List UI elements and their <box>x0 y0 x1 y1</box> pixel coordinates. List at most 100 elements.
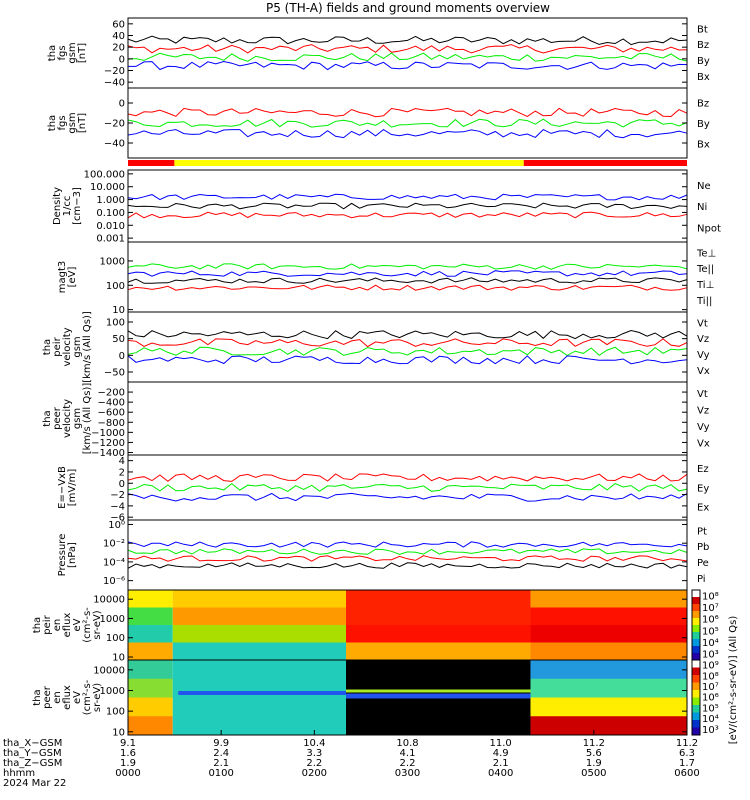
colorbar-tick-label: 10⁵ <box>702 626 719 637</box>
series-line-pi <box>127 541 688 548</box>
colorbar-tick-label: 10⁷ <box>702 603 719 614</box>
spectrogram-cell <box>346 607 531 626</box>
y-tick-label: −20 <box>104 66 125 77</box>
spectrogram-cell <box>128 716 173 736</box>
spectrogram-cell <box>172 697 347 717</box>
y-tick-label: 1000 <box>100 686 125 697</box>
y-axis-label: [nT] <box>77 113 88 133</box>
mode-bar-segment <box>174 160 524 166</box>
panel-frame <box>127 241 688 313</box>
spectrogram-cell <box>530 625 687 643</box>
series-line-te|| <box>127 277 688 284</box>
colorbar-cell <box>692 604 700 612</box>
y-tick-label: −800 <box>98 418 125 429</box>
y-tick-label: 0 <box>119 99 125 110</box>
x-axis-value: 0300 <box>395 768 420 779</box>
series-line-vy <box>127 346 688 356</box>
legend-pi: Pi <box>697 574 706 585</box>
y-tick-label: 100 <box>106 707 125 718</box>
y-axis-label: sr-eV) <box>92 610 103 639</box>
spectrogram-cell <box>172 716 347 736</box>
series-line-bx <box>128 60 688 71</box>
panel-frame <box>127 17 688 89</box>
x-axis-value: 4.1 <box>400 748 416 759</box>
x-axis-value: 0100 <box>208 768 233 779</box>
spectrogram-cell <box>128 697 173 717</box>
x-axis-row-label: tha_Z−GSM <box>3 758 62 769</box>
series-line-ni <box>127 202 688 210</box>
colorbar-cell <box>692 618 700 626</box>
spectrogram-cell <box>128 678 173 698</box>
x-axis-value: 11.2 <box>676 738 698 749</box>
x-axis-value: 1.9 <box>586 758 602 769</box>
y-axis-label: eflux <box>62 613 73 638</box>
y-tick-label: 10⁻⁶ <box>103 576 125 587</box>
spectrogram-cell <box>128 590 173 608</box>
legend-npot: Npot <box>697 223 721 234</box>
legend-vx: Vx <box>697 439 710 450</box>
y-axis-label: gsm <box>67 112 78 133</box>
y-tick-label: 60 <box>112 19 125 30</box>
x-axis-value: 0400 <box>488 768 513 779</box>
x-axis-value: 2.2 <box>306 758 322 769</box>
spectrogram-cell <box>172 590 347 608</box>
colorbar-cell <box>692 697 700 706</box>
spectrogram-cell <box>530 678 687 698</box>
y-tick-label: 0.010 <box>96 221 125 232</box>
spectrogram-cell <box>128 660 173 680</box>
colorbar-cell <box>692 690 700 698</box>
y-tick-label: 100 <box>106 633 125 644</box>
y-tick-label: 4 <box>119 456 125 467</box>
x-axis-value: 5.6 <box>586 748 602 759</box>
y-tick-label: 10⁻⁴ <box>103 557 125 568</box>
x-axis-value: 9.9 <box>213 738 229 749</box>
legend-by: By <box>697 119 710 130</box>
colorbar-tick-label: 10⁴ <box>702 638 719 649</box>
y-tick-label: 10⁻² <box>103 539 125 550</box>
x-axis-value: 6.3 <box>679 748 695 759</box>
legend-by: By <box>697 56 710 67</box>
y-axis-label: tha <box>32 617 43 633</box>
spectrogram-cell <box>172 642 347 661</box>
y-tick-label: 10.000 <box>90 182 125 193</box>
y-tick-label: 0 <box>119 54 125 65</box>
spectrogram-cell <box>172 607 347 626</box>
y-tick-label: 20 <box>112 43 125 54</box>
panel-frame <box>127 311 688 383</box>
x-axis-value: 2.4 <box>213 748 229 759</box>
legend-te⊥: Te⊥ <box>696 248 716 259</box>
y-tick-label: 100.000 <box>84 169 125 180</box>
series-line-pb <box>127 555 688 562</box>
y-tick-label: −40 <box>104 78 125 89</box>
legend-vt: Vt <box>697 389 708 400</box>
y-tick-label: −40 <box>104 139 125 150</box>
y-axis-label: peir <box>42 614 53 634</box>
series-line-by <box>127 52 688 62</box>
series-line-bt <box>127 35 688 46</box>
panel-frame <box>127 519 688 591</box>
colorbar-cell <box>692 675 700 683</box>
y-axis-label: eflux <box>62 685 73 710</box>
colorbar-cell <box>692 667 700 676</box>
series-line-npot <box>127 193 688 201</box>
y-axis-label: [cm−3] <box>72 187 83 225</box>
legend-bz: Bz <box>697 99 709 110</box>
spectrogram-cell <box>172 660 347 680</box>
x-axis-value: 2.1 <box>493 758 509 769</box>
y-axis-label: [nT] <box>77 43 88 63</box>
y-tick-label: 0.001 <box>96 234 125 245</box>
x-axis-value: 9.1 <box>120 738 136 749</box>
colorbar-tick-label: 10⁹ <box>702 661 719 672</box>
colorbar-cell <box>692 727 700 736</box>
y-axis-label: [km/s (All Qs)] <box>82 383 93 455</box>
y-tick-label: −1400 <box>91 448 125 459</box>
y-axis-label: tha <box>42 410 53 426</box>
series-line-pt <box>127 562 688 569</box>
spectrogram-cell <box>172 678 347 698</box>
y-tick-label: −20 <box>104 119 125 130</box>
legend-vx: Vx <box>697 366 710 377</box>
x-axis-value: 0600 <box>674 768 699 779</box>
y-tick-label: −6 <box>110 513 125 524</box>
